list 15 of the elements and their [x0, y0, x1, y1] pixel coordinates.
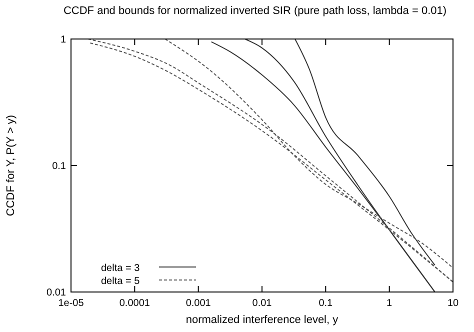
y-tick-label: 1 [60, 34, 66, 46]
x-tick-label: 0.1 [318, 298, 334, 309]
x-tick-label: 0.001 [186, 298, 212, 309]
chart-title: CCDF and bounds for normalized inverted SIR (pure path loss, lambda = 0.01) [63, 5, 447, 17]
y-tick-label: 0.01 [46, 288, 66, 298]
legend-label: delta = 3 [101, 263, 140, 274]
legend-label: delta = 5 [101, 276, 140, 287]
y-tick-label: 0.1 [52, 161, 66, 172]
x-axis-title: normalized interference level, y [186, 314, 339, 326]
x-tick-label: 1 [386, 298, 393, 309]
x-tick-label: 10 [447, 298, 459, 309]
x-tick-label: 0.01 [252, 298, 272, 309]
x-tick-label: 1e-05 [58, 298, 84, 309]
y-axis-title: CCDF for Y, P(Y > y) [5, 114, 17, 216]
x-tick-label: 0.0001 [119, 298, 150, 309]
